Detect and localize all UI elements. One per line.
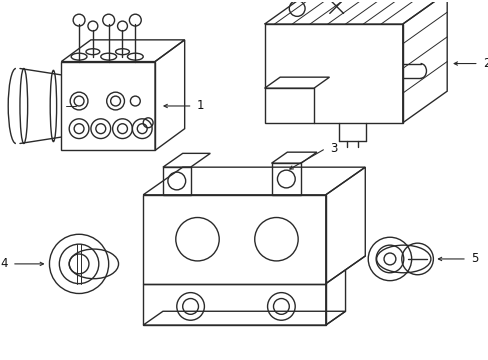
Text: 4: 4 bbox=[0, 257, 8, 270]
Text: 1: 1 bbox=[196, 99, 203, 112]
Text: 5: 5 bbox=[470, 252, 477, 265]
Text: 2: 2 bbox=[482, 57, 488, 70]
Text: 3: 3 bbox=[329, 142, 336, 155]
